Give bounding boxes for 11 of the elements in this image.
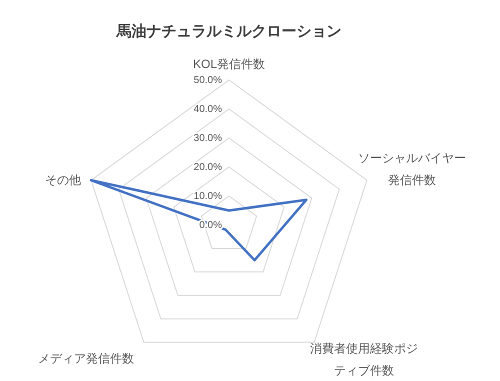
y-tick-label: 50.0% xyxy=(194,75,222,86)
y-tick-label: 10.0% xyxy=(194,191,222,202)
spoke-label: ソーシャルバイヤー発信件数 xyxy=(358,151,466,188)
spoke-label: 消費者使用経験ポジティブ件数 xyxy=(310,341,418,378)
y-tick-label: 40.0% xyxy=(194,104,222,115)
spoke-label: KOL発信件数 xyxy=(192,57,266,71)
y-tick-label: 30.0% xyxy=(194,133,222,144)
spoke-label: その他 xyxy=(45,173,82,188)
y-tick-label: 20.0% xyxy=(194,162,222,173)
chart-title: 馬油ナチュラルミルクローション xyxy=(116,23,342,40)
spoke-label: メディア発信件数 xyxy=(38,351,134,366)
